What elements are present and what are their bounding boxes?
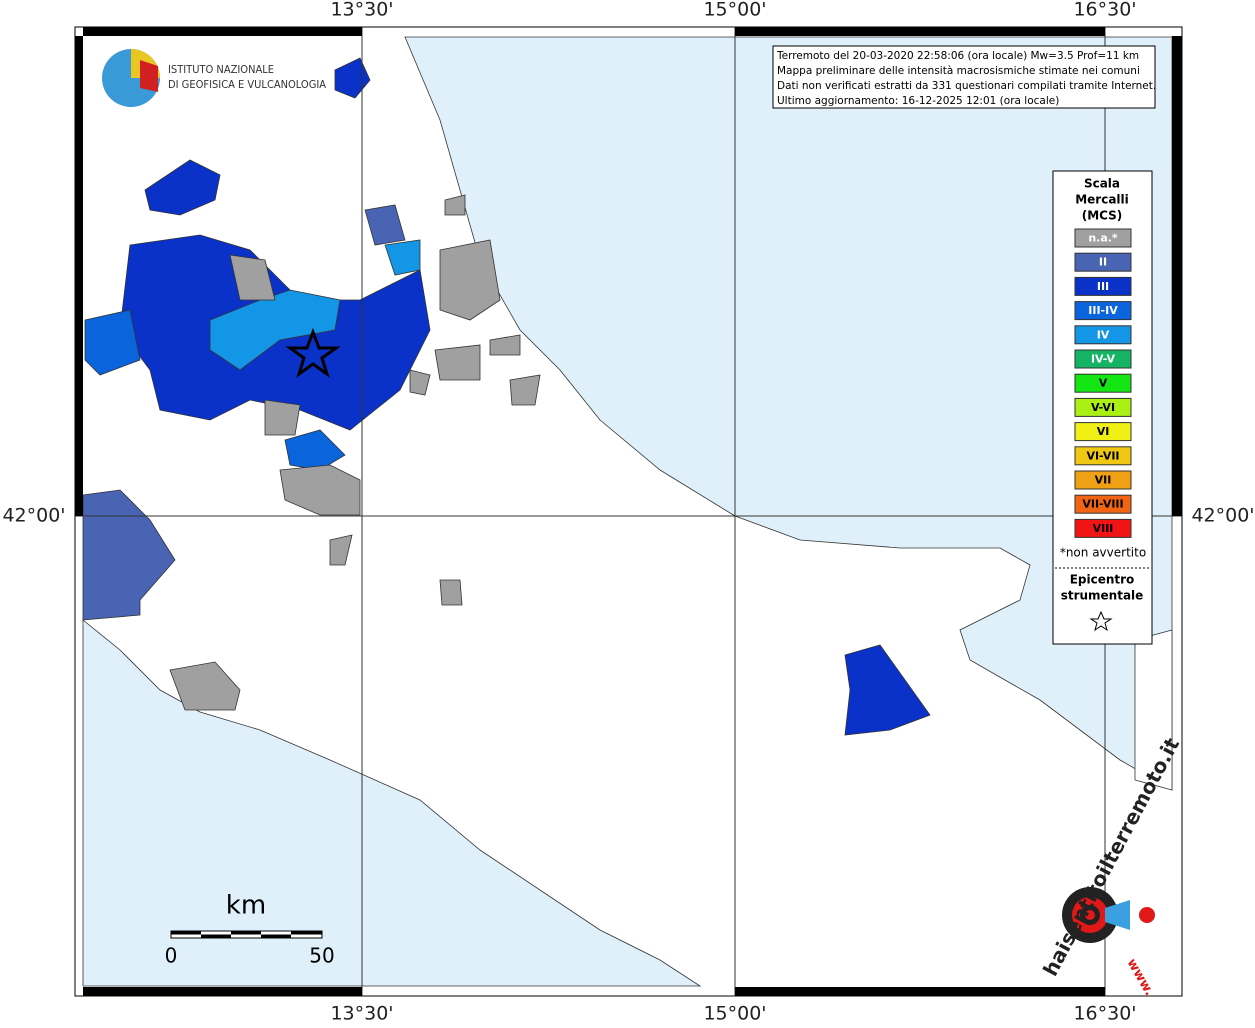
- legend-label: VI-VII: [1086, 449, 1119, 462]
- legend-swatch: [1074, 518, 1132, 538]
- land: [1134, 629, 1173, 791]
- legend-label: III: [1097, 280, 1109, 293]
- epicenter: [285, 327, 341, 378]
- legend-swatch: [1074, 494, 1132, 514]
- legend-label: VIII: [1093, 522, 1114, 535]
- legend-label: V: [1099, 377, 1108, 390]
- legend-note: *non avvertito: [1060, 546, 1146, 560]
- legend-swatch: [1074, 252, 1132, 272]
- lon-label: 16°30': [1073, 1003, 1136, 1025]
- lon-label: 13°30': [330, 0, 393, 21]
- lon-label: 15°00': [703, 1003, 766, 1025]
- info-line: Mappa preliminare delle intensità macros…: [777, 65, 1140, 77]
- scale-start: 0: [165, 944, 178, 968]
- legend-label: VI: [1097, 425, 1110, 438]
- legend-star: [1089, 610, 1113, 632]
- logo-text: ISTITUTO NAZIONALE: [168, 63, 274, 76]
- legend-epicenter: Epicentro: [1070, 573, 1135, 587]
- legend-label: VII-VIII: [1082, 498, 1123, 511]
- lon-label: 16°30': [1073, 0, 1136, 21]
- logo-text: DI GEOFISICA E VULCANOLOGIA: [168, 78, 326, 91]
- info-line: Dati non verificati estratti da 331 ques…: [777, 80, 1156, 92]
- legend-swatch: [1074, 422, 1132, 442]
- legend-swatch: [1074, 301, 1132, 321]
- legend-label: IV: [1097, 328, 1110, 341]
- legend-swatch: [1074, 470, 1132, 490]
- legend-swatch: [1074, 446, 1132, 466]
- legend-swatch: [1074, 276, 1132, 296]
- legend-title: Scala: [1084, 177, 1120, 191]
- tyrrhenian-sea: [82, 619, 702, 987]
- legend-swatch: [1074, 325, 1132, 345]
- legend-title: (MCS): [1082, 209, 1123, 223]
- legend-swatch: [1074, 228, 1132, 248]
- legend-label: VII: [1095, 474, 1112, 487]
- legend-label: II: [1099, 256, 1107, 269]
- lon-label: 13°30': [330, 1003, 393, 1025]
- lat-label: 42°00': [1191, 505, 1254, 527]
- legend-label: IV-V: [1091, 353, 1116, 366]
- frame-border: [75, 27, 1182, 996]
- legend-label: III-IV: [1088, 304, 1118, 317]
- legend-swatch: [1074, 373, 1132, 393]
- legend-label: V-VI: [1091, 401, 1115, 414]
- legend-swatch: [1074, 397, 1132, 417]
- legend-label: n.a.*: [1088, 232, 1118, 245]
- lon-label: 15°00': [703, 0, 766, 21]
- legend-title: Mercalli: [1075, 193, 1129, 207]
- info-line: Terremoto del 20-03-2020 22:58:06 (ora l…: [776, 50, 1139, 62]
- info-line: Ultimo aggiornamento: 16-12-2025 12:01 (…: [777, 95, 1059, 107]
- intensity-areas: [82, 57, 931, 736]
- legend-swatch: [1074, 349, 1132, 369]
- legend-epicenter: strumentale: [1061, 589, 1144, 603]
- info-box: [772, 45, 1156, 109]
- scale-unit: km: [226, 891, 266, 921]
- scale-end: 50: [309, 944, 334, 968]
- lat-label: 42°00': [2, 505, 65, 527]
